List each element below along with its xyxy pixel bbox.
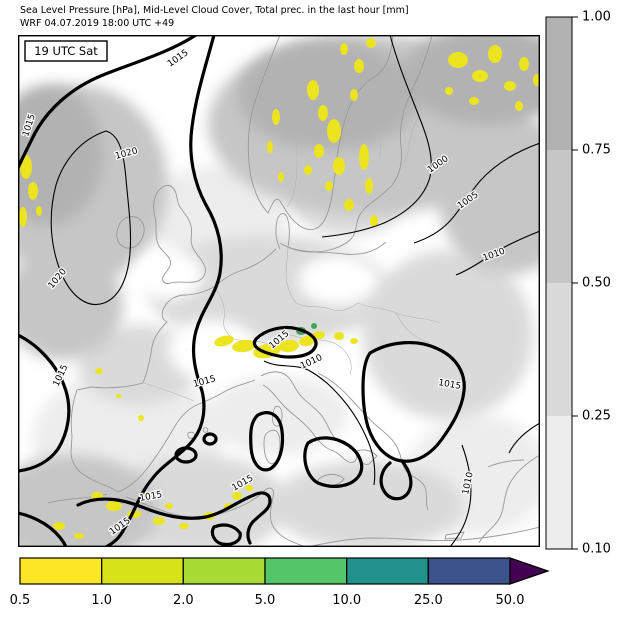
precipitation-patches (19, 38, 540, 539)
weather-map: 1015 1015 1020 1020 1000 1005 1010 1015 … (18, 35, 540, 547)
precipbar-segment (264, 557, 348, 585)
precipbar-tick-label: 2.0 (173, 593, 194, 608)
cloudbar-tick-label: 0.25 (582, 409, 611, 424)
precipbar-tick-label: 50.0 (496, 593, 525, 608)
precipbar-tick-label: 1.0 (91, 593, 112, 608)
cloud-cover-level-high (18, 35, 540, 225)
timestamp-text: 19 UTC Sat (34, 44, 98, 58)
precipbar-segment (19, 557, 103, 585)
pressure-contours-thick (18, 35, 466, 547)
cloud-cover-colorbar: 1.00 0.75 0.50 0.25 0.10 (545, 10, 611, 557)
precipitation-colorbar: 0.5 1.0 2.0 5.0 10.0 25.0 50.0 (10, 557, 550, 608)
precipbar-tick-label: 10.0 (332, 593, 361, 608)
title-line-1: Sea Level Pressure [hPa], Mid-Level Clou… (20, 5, 409, 16)
pressure-contours-thin (50, 35, 540, 547)
cloudbar-tick-label: 0.75 (582, 143, 611, 158)
cloudbar-tick-label: 0.50 (582, 276, 611, 291)
precipbar-tick-label: 0.5 (10, 593, 31, 608)
precipbar-segment (346, 557, 429, 585)
map-frame (18, 35, 540, 547)
timestamp-label: 19 UTC Sat (24, 40, 108, 62)
precipbar-tick-label: 5.0 (255, 593, 276, 608)
contour-label: 1015 (139, 490, 163, 504)
figure-title: Sea Level Pressure [hPa], Mid-Level Clou… (20, 4, 409, 30)
cloud-free-gaps (133, 250, 378, 380)
precipbar-segment (182, 557, 266, 585)
cloudbar-ticks (572, 16, 578, 550)
cloudbar-segment (546, 416, 572, 549)
precipbar-overflow-arrow (509, 557, 550, 585)
precipbar-segment (427, 557, 511, 585)
title-line-2: WRF 04.07.2019 18:00 UTC +49 (20, 18, 175, 29)
cloudbar-segment (546, 150, 572, 283)
precipbar-tick-label: 25.0 (414, 593, 443, 608)
precipbar-segment (101, 557, 184, 585)
cloudbar-segment (546, 283, 572, 416)
cloudbar-segment (546, 17, 572, 150)
cloudbar-tick-label: 0.10 (582, 542, 611, 557)
cloudbar-tick-label: 1.00 (582, 10, 611, 25)
